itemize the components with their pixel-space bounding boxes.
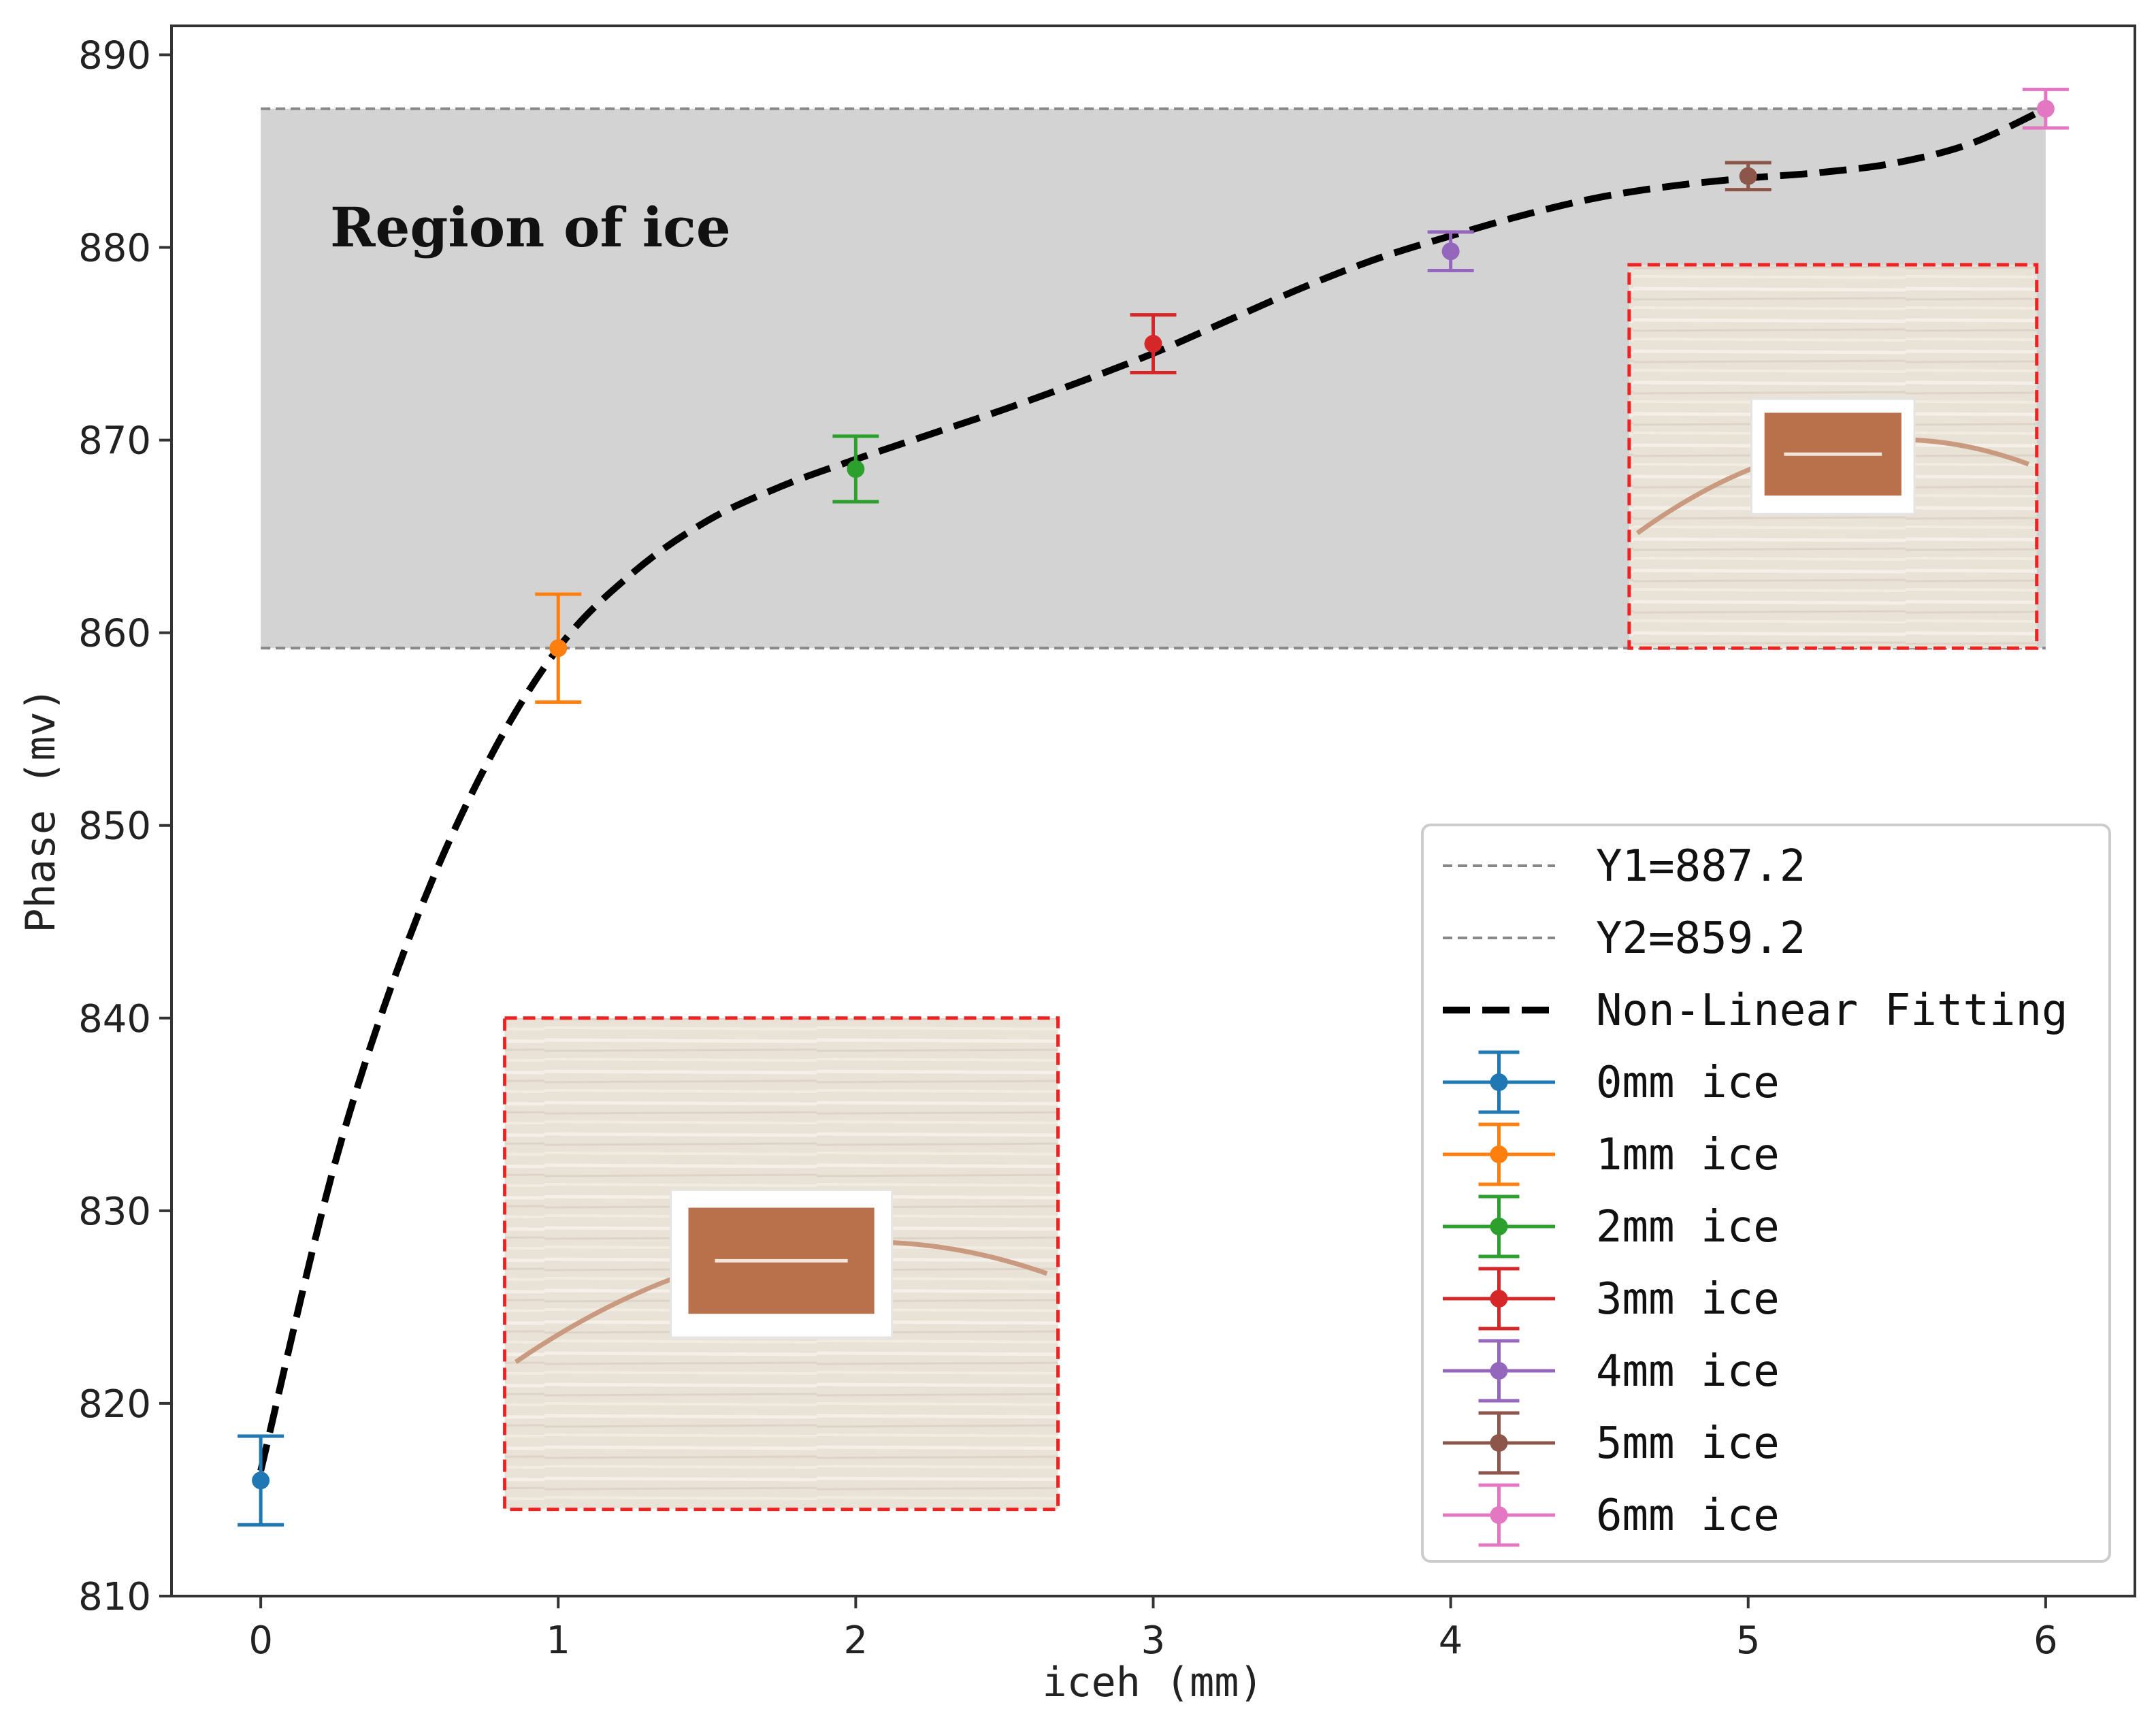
y-tick-label: 820 (78, 1382, 151, 1427)
data-points (238, 87, 2069, 1527)
y-tick-label: 890 (78, 33, 151, 78)
region-label: Region of ice (330, 195, 731, 259)
legend-label: Y1=887.2 (1596, 841, 1806, 892)
y-tick-label: 880 (78, 227, 151, 271)
data-point-2mm (832, 434, 879, 504)
point-marker (1739, 167, 1757, 185)
point-marker (252, 1472, 270, 1490)
y-tick-label: 810 (78, 1575, 151, 1619)
legend-marker (1490, 1146, 1508, 1163)
data-point-0mm (238, 1434, 284, 1527)
legend-label: 5mm ice (1596, 1418, 1780, 1469)
photo-insets (503, 263, 2039, 1512)
point-marker (1441, 242, 1460, 261)
legend-label: Non-Linear Fitting (1596, 986, 2068, 1036)
legend-entry-ref-1: Y1=887.2 (1443, 841, 1806, 892)
x-tick-label: 6 (2034, 1619, 2058, 1663)
photo-inset-upper (1627, 263, 2039, 650)
legend-entry-fit: Non-Linear Fitting (1443, 986, 2068, 1036)
legend-label: 4mm ice (1596, 1346, 1780, 1397)
legend-label: Y2=859.2 (1596, 913, 1806, 964)
legend-marker (1490, 1506, 1508, 1524)
x-tick-label: 3 (1141, 1619, 1166, 1663)
y-tick-label: 870 (78, 419, 151, 464)
data-point-1mm (535, 592, 582, 704)
data-point-5mm (1725, 161, 1771, 192)
photo-inset-lower (503, 1016, 1060, 1512)
point-marker (549, 639, 568, 657)
x-tick-label: 5 (1736, 1619, 1761, 1663)
legend-entry-2mm: 2mm ice (1443, 1195, 1780, 1258)
legend-label: 6mm ice (1596, 1491, 1780, 1541)
legend-entry-4mm: 4mm ice (1443, 1339, 1780, 1403)
legend-entry-1mm: 1mm ice (1443, 1122, 1780, 1186)
y-tick-label: 830 (78, 1190, 151, 1234)
point-marker (1144, 335, 1162, 353)
legend-entry-5mm: 5mm ice (1443, 1411, 1780, 1475)
legend-label: 1mm ice (1596, 1130, 1780, 1180)
y-tick-label: 860 (78, 612, 151, 656)
y-axis: 810 820 830 840 850 860 870 880 890 (78, 33, 172, 1619)
data-point-6mm (2022, 87, 2069, 130)
legend-label: 3mm ice (1596, 1274, 1780, 1325)
point-marker (2036, 99, 2055, 118)
x-tick-label: 0 (248, 1619, 273, 1663)
legend-entry-3mm: 3mm ice (1443, 1267, 1780, 1331)
y-axis-title: Phase (mv) (17, 687, 65, 932)
data-point-3mm (1130, 313, 1177, 375)
inset-border (1627, 263, 2039, 650)
point-marker (847, 460, 865, 478)
data-point-4mm (1427, 230, 1474, 272)
legend-label: 2mm ice (1596, 1202, 1780, 1252)
legend-entry-6mm: 6mm ice (1443, 1483, 1780, 1547)
x-axis: 0 1 2 3 4 5 6 (248, 1596, 2058, 1663)
legend-marker (1490, 1362, 1508, 1380)
x-axis-title: iceh (mm) (1042, 1659, 1263, 1706)
fit-curve-group (257, 105, 2047, 1472)
fit-curve (257, 105, 2047, 1472)
legend-marker (1490, 1290, 1508, 1307)
legend-entry-0mm: 0mm ice (1443, 1050, 1780, 1114)
x-tick-label: 1 (546, 1619, 570, 1663)
legend-marker (1490, 1434, 1508, 1452)
x-tick-label: 4 (1439, 1619, 1463, 1663)
y-tick-label: 850 (78, 805, 151, 849)
legend-marker (1490, 1073, 1508, 1091)
legend: Y1=887.2 Y2=859.2 Non-Linear Fitting 0mm ic… (1421, 824, 2111, 1563)
legend-label: 0mm ice (1596, 1058, 1780, 1108)
legend-frame (1421, 824, 2111, 1563)
legend-entry-ref-2: Y2=859.2 (1443, 913, 1806, 964)
x-tick-label: 2 (844, 1619, 868, 1663)
inset-border (503, 1016, 1060, 1512)
legend-marker (1490, 1218, 1508, 1235)
y-tick-label: 840 (78, 997, 151, 1041)
